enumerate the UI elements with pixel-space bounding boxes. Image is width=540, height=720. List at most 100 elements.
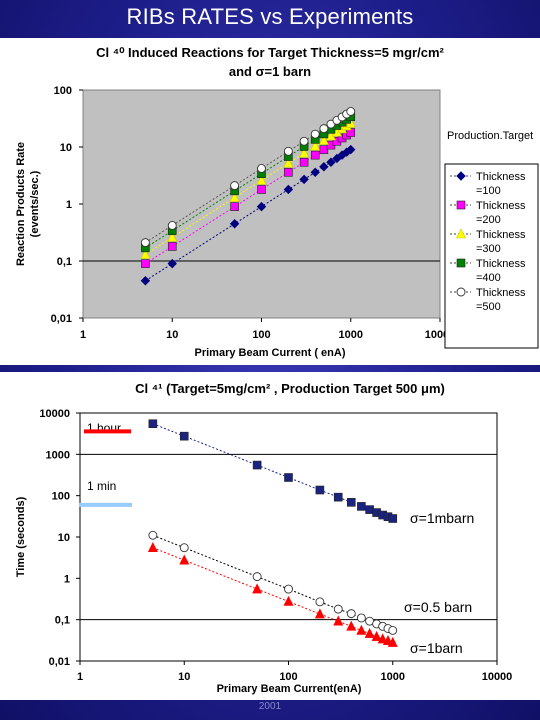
data-point (333, 615, 344, 626)
plot-area (79, 412, 498, 662)
data-point (346, 498, 356, 507)
data-point (229, 219, 240, 229)
data-point (356, 624, 367, 635)
y-axis-label-unit: (events/sec.) (29, 170, 41, 237)
x-tick-label: 100 (252, 329, 270, 341)
data-point (147, 542, 158, 553)
data-point (252, 583, 263, 594)
legend-label-value: =200 (476, 214, 501, 226)
data-point (252, 460, 262, 470)
data-point (283, 184, 294, 195)
data-point (357, 502, 366, 511)
y-tick-label: 10 (60, 142, 72, 154)
legend-label: Thickness (476, 171, 526, 183)
legend-label-value: =100 (476, 185, 501, 197)
data-point (283, 595, 294, 606)
data-point (167, 231, 178, 242)
data-point (326, 157, 336, 167)
data-point (299, 147, 310, 158)
data-point (252, 572, 262, 582)
data-point (310, 167, 320, 177)
data-point (148, 419, 158, 429)
legend-label-value: =500 (476, 301, 501, 313)
legend-label: Thickness (476, 200, 526, 212)
legend-marker (456, 258, 466, 268)
x-axis-label: Primary Beam Current(enA) (217, 683, 362, 695)
data-point (299, 174, 309, 185)
data-point (284, 473, 293, 482)
data-point (346, 144, 356, 155)
chart-panel-time: Cl ⁴¹ (Target=5mg/cm² , Production Targe… (0, 372, 540, 700)
time-chart: Cl ⁴¹ (Target=5mg/cm² , Production Targe… (15, 381, 513, 695)
data-point (179, 554, 190, 565)
y-tick-label: 10000 (39, 408, 70, 420)
data-point (310, 129, 320, 139)
data-point (167, 221, 177, 230)
data-point (315, 485, 325, 495)
data-point (315, 597, 325, 607)
data-point (346, 609, 356, 619)
data-point (319, 124, 329, 134)
y-tick-label: 0,01 (51, 313, 72, 325)
y-tick-label: 10 (58, 532, 70, 544)
y-tick-label: 0,01 (49, 656, 70, 668)
x-tick-label: 100 (279, 671, 297, 683)
y-axis-label: Time (seconds) (15, 496, 27, 577)
series-label: σ=1mbarn (410, 510, 474, 526)
series-label: σ=1barn (410, 640, 463, 656)
data-point (371, 630, 382, 641)
data-point (356, 613, 366, 623)
data-point (141, 259, 150, 268)
legend-label-value: =400 (476, 272, 501, 284)
x-tick-label: 10 (178, 671, 190, 683)
data-point (256, 201, 267, 212)
data-point (284, 167, 293, 177)
x-tick-label: 1000 (381, 671, 405, 683)
data-point (140, 248, 151, 259)
data-point (387, 636, 398, 647)
data-point (314, 608, 325, 619)
y-axis-label-group: Reaction Products Rate (events/sec.) (15, 142, 41, 266)
y-tick-label: 0,1 (55, 615, 70, 627)
x-tick-label: 10 (166, 329, 178, 341)
legend-marker (456, 228, 466, 239)
legend-marker (456, 200, 466, 210)
data-point (364, 627, 375, 638)
y-tick-label: 1000 (46, 449, 70, 461)
data-point (283, 157, 294, 168)
data-point (299, 157, 309, 167)
y-axis-label: Reaction Products Rate (15, 142, 27, 266)
legend-label-value: =300 (476, 243, 501, 255)
x-tick-label: 10000 (482, 671, 513, 683)
one-min-label: 1 min (87, 479, 116, 493)
data-point (299, 136, 309, 146)
y-tick-label: 100 (54, 85, 72, 97)
data-point (283, 146, 293, 156)
data-point (346, 128, 356, 137)
legend-label: Thickness (476, 229, 526, 241)
x-tick-label: 1 (80, 329, 86, 341)
y-tick-label: 0,1 (57, 256, 72, 268)
slide-title: RIBs RATES vs Experiments (126, 4, 414, 29)
data-point (257, 164, 266, 173)
chart-panel-rates: Cl ⁴⁰ Induced Reactions for Target Thick… (0, 38, 540, 365)
chart-title: Cl ⁴⁰ Induced Reactions for Target Thick… (96, 45, 444, 60)
y-tick-label: 100 (52, 491, 70, 503)
data-point (377, 633, 388, 644)
data-point (167, 258, 177, 269)
chart-title: Cl ⁴¹ (Target=5mg/cm² , Production Targe… (135, 381, 445, 396)
data-point (333, 492, 343, 502)
legend-label: Thickness (476, 287, 526, 299)
legend-marker (456, 171, 466, 181)
data-point (284, 584, 293, 594)
data-point (346, 107, 356, 116)
data-point (310, 150, 320, 160)
data-point (388, 514, 398, 523)
slide-footer: 2001 (258, 701, 282, 712)
data-point (346, 620, 357, 631)
data-point (230, 202, 239, 211)
data-point (229, 191, 240, 202)
data-point (148, 530, 158, 540)
production-target-label: Production.Target (447, 130, 533, 142)
y-tick-label: 1 (64, 573, 70, 585)
